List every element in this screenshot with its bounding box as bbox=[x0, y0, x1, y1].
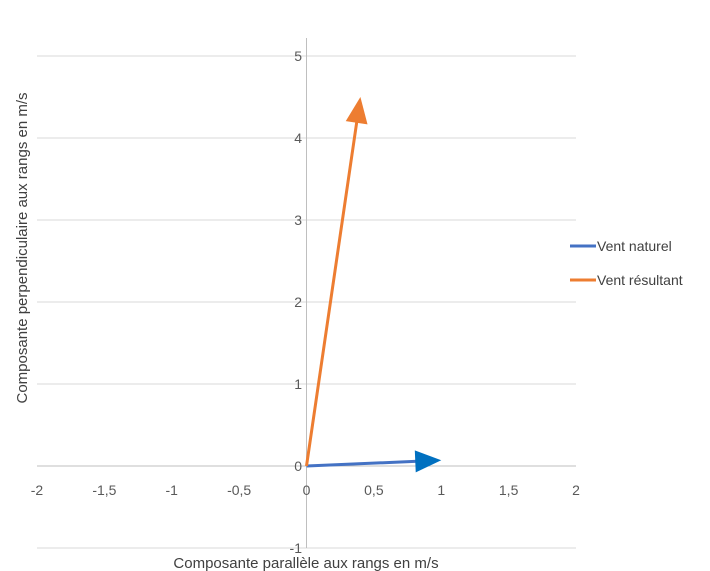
y-tick-label: 3 bbox=[294, 212, 302, 228]
axes bbox=[37, 38, 576, 548]
series-vectors bbox=[305, 97, 442, 473]
legend: Vent naturel Vent résultant bbox=[570, 238, 683, 288]
y-tick-label: 2 bbox=[294, 294, 302, 310]
y-tick-label: 1 bbox=[294, 376, 302, 392]
x-tick-label: 2 bbox=[572, 482, 580, 498]
x-tick-label: -1 bbox=[166, 482, 179, 498]
x-axis-title: Composante parallèle aux rangs en m/s bbox=[173, 555, 438, 571]
y-axis-title: Composante perpendiculaire aux rangs en … bbox=[14, 92, 31, 403]
y-tick-label: 5 bbox=[294, 48, 302, 64]
y-tick-label: 0 bbox=[294, 458, 302, 474]
x-tick-label: -1,5 bbox=[92, 482, 116, 498]
vector-arrowhead-vent-resultant bbox=[345, 97, 368, 125]
x-tick-label: -0,5 bbox=[227, 482, 251, 498]
vector-arrowhead-vent-naturel bbox=[414, 450, 442, 473]
x-tick-label: 1,5 bbox=[499, 482, 519, 498]
vector-line-vent-naturel bbox=[306, 459, 418, 468]
legend-label-vent-naturel: Vent naturel bbox=[597, 238, 672, 254]
x-tick-label: -2 bbox=[31, 482, 44, 498]
x-tick-label: 1 bbox=[437, 482, 445, 498]
y-tick-label: 4 bbox=[294, 130, 302, 146]
vector-line-vent-resultant bbox=[305, 120, 359, 467]
x-tick-labels: -2 -1,5 -1 -0,5 0 0,5 1 1,5 2 bbox=[31, 482, 580, 498]
y-tick-label: -1 bbox=[290, 540, 303, 556]
legend-label-vent-resultant: Vent résultant bbox=[597, 272, 683, 288]
x-tick-label: 0 bbox=[303, 482, 311, 498]
x-tick-label: 0,5 bbox=[364, 482, 384, 498]
y-tick-labels: -1 0 1 2 3 4 5 bbox=[290, 48, 303, 556]
